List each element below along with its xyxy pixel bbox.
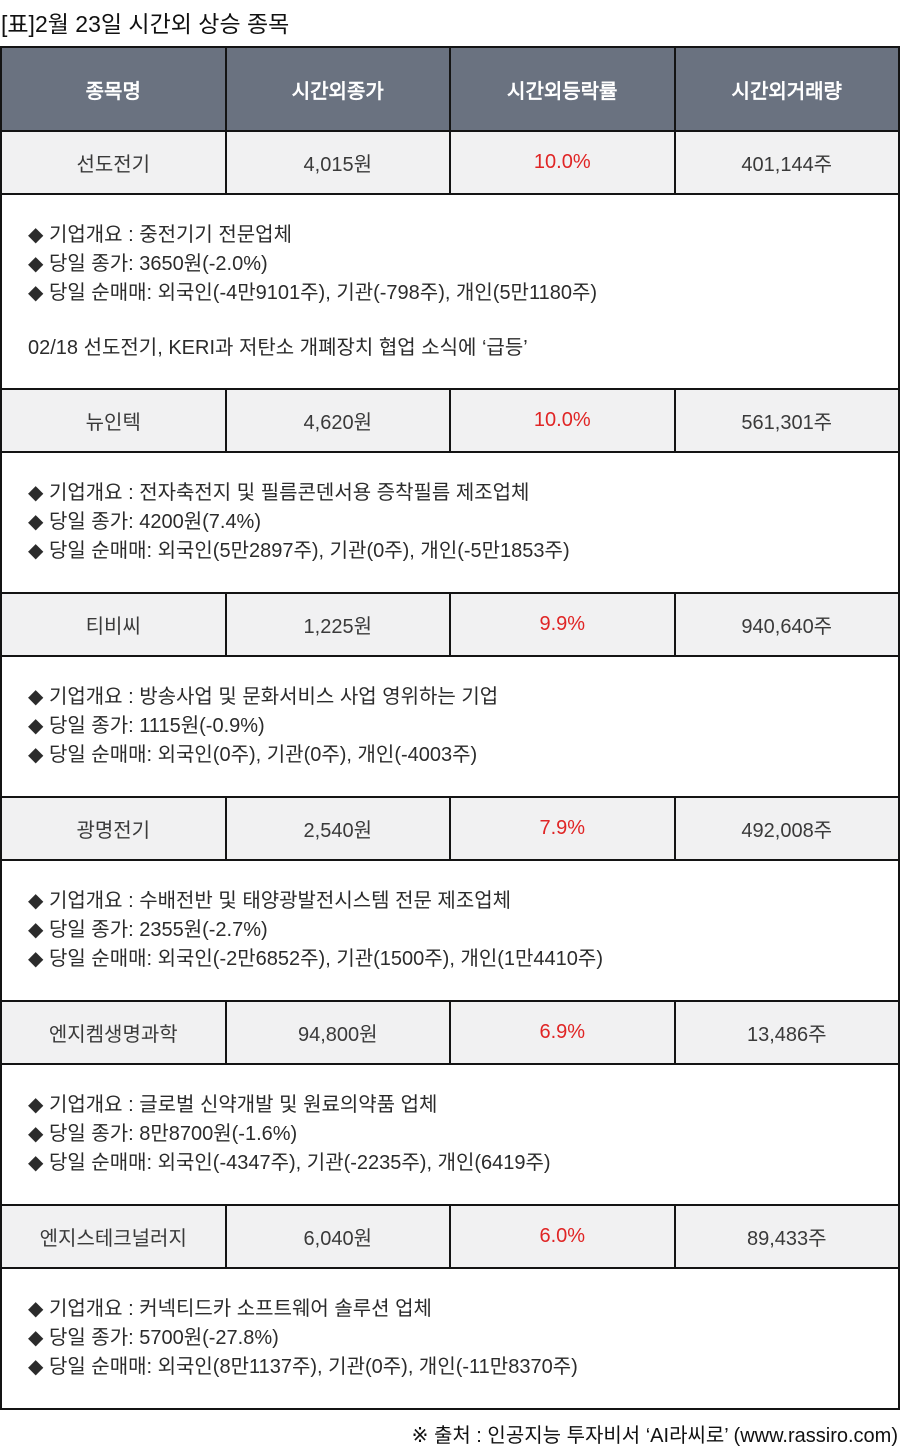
- detail-lines: ◆ 기업개요 : 글로벌 신약개발 및 원료의약품 업체 ◆ 당일 종가: 8만8…: [28, 1091, 874, 1177]
- column-header-afterhours-close: 시간외종가: [224, 46, 451, 132]
- company-detail-line: ◆ 당일 종가: 2355원(-2.7%): [28, 919, 268, 941]
- detail-lines: ◆ 기업개요 : 방송사업 및 문화서비스 사업 영위하는 기업 ◆ 당일 종가:…: [28, 683, 874, 769]
- column-header-afterhours-volume: 시간외거래량: [673, 46, 900, 132]
- stock-price-cell: 4,620원: [224, 388, 451, 453]
- stock-summary-row: 선도전기 4,015원 10.0% 401,144주: [0, 130, 900, 195]
- stock-volume-cell: 561,301주: [673, 388, 900, 453]
- stock-summary-row: 티비씨 1,225원 9.9% 940,640주: [0, 592, 900, 657]
- detail-lines: ◆ 기업개요 : 수배전반 및 태양광발전시스템 전문 제조업체 ◆ 당일 종가:…: [28, 887, 874, 973]
- company-detail-line: ◆ 기업개요 : 커넥티드카 소프트웨어 솔루션 업체: [28, 1298, 432, 1320]
- stock-price-cell: 94,800원: [224, 1000, 451, 1065]
- stock-detail-row: ◆ 기업개요 : 커넥티드카 소프트웨어 솔루션 업체 ◆ 당일 종가: 5700…: [0, 1267, 900, 1410]
- stock-detail-cell: ◆ 기업개요 : 수배전반 및 태양광발전시스템 전문 제조업체 ◆ 당일 종가:…: [0, 859, 900, 1002]
- source-footer: ※ 출처 : 인공지능 투자비서 ‘AI라씨로’ (www.rassiro.co…: [411, 1425, 898, 1447]
- column-header-stock-name: 종목명: [0, 46, 227, 132]
- stock-change-cell: 7.9%: [449, 796, 676, 861]
- stock-change-cell: 9.9%: [449, 592, 676, 657]
- company-detail-line: ◆ 당일 종가: 3650원(-2.0%): [28, 253, 268, 275]
- company-detail-line: ◆ 당일 종가: 4200원(7.4%): [28, 511, 262, 533]
- stock-name-cell: 선도전기: [0, 130, 227, 195]
- stock-detail-row: ◆ 기업개요 : 전자축전지 및 필름콘덴서용 증착필름 제조업체 ◆ 당일 종가…: [0, 451, 900, 594]
- detail-lines: ◆ 기업개요 : 중전기기 전문업체 ◆ 당일 종가: 3650원(-2.0%) ◆…: [28, 221, 874, 362]
- stock-name-cell: 엔지켐생명과학: [0, 1000, 227, 1065]
- stock-change-cell: 6.9%: [449, 1000, 676, 1065]
- page-title: [표]2월 23일 시간외 상승 종목: [1, 11, 290, 37]
- stock-volume-cell: 940,640주: [673, 592, 900, 657]
- stock-table: 종목명 시간외종가 시간외등락률 시간외거래량 선도전기 4,015원 10.0…: [0, 46, 900, 1410]
- stock-detail-cell: ◆ 기업개요 : 커넥티드카 소프트웨어 솔루션 업체 ◆ 당일 종가: 5700…: [0, 1267, 900, 1410]
- company-detail-line: ◆ 당일 순매매: 외국인(-4347주), 기관(-2235주), 개인(64…: [28, 1152, 551, 1174]
- company-detail-line: ◆ 기업개요 : 글로벌 신약개발 및 원료의약품 업체: [28, 1094, 438, 1116]
- stock-name-cell: 뉴인텍: [0, 388, 227, 453]
- stock-volume-cell: 492,008주: [673, 796, 900, 861]
- stock-detail-row: ◆ 기업개요 : 수배전반 및 태양광발전시스템 전문 제조업체 ◆ 당일 종가:…: [0, 859, 900, 1002]
- company-detail-line: ◆ 당일 순매매: 외국인(0주), 기관(0주), 개인(-4003주): [28, 744, 478, 766]
- stock-volume-cell: 401,144주: [673, 130, 900, 195]
- stock-detail-cell: ◆ 기업개요 : 중전기기 전문업체 ◆ 당일 종가: 3650원(-2.0%) ◆…: [0, 193, 900, 390]
- table-header: 종목명 시간외종가 시간외등락률 시간외거래량: [0, 46, 900, 132]
- stock-price-cell: 1,225원: [224, 592, 451, 657]
- stock-name-cell: 티비씨: [0, 592, 227, 657]
- stock-detail-cell: ◆ 기업개요 : 방송사업 및 문화서비스 사업 영위하는 기업 ◆ 당일 종가:…: [0, 655, 900, 798]
- table-body: 선도전기 4,015원 10.0% 401,144주 ◆ 기업개요 : 중전기기…: [0, 130, 900, 1410]
- stock-summary-row: 엔지스테크널러지 6,040원 6.0% 89,433주: [0, 1204, 900, 1269]
- stock-change-cell: 6.0%: [449, 1204, 676, 1269]
- stock-price-cell: 2,540원: [224, 796, 451, 861]
- stock-detail-cell: ◆ 기업개요 : 글로벌 신약개발 및 원료의약품 업체 ◆ 당일 종가: 8만8…: [0, 1063, 900, 1206]
- company-detail-line: ◆ 당일 순매매: 외국인(-4만9101주), 기관(-798주), 개인(5…: [28, 282, 598, 304]
- stock-name-cell: 광명전기: [0, 796, 227, 861]
- stock-name-cell: 엔지스테크널러지: [0, 1204, 227, 1269]
- stock-volume-cell: 89,433주: [673, 1204, 900, 1269]
- stock-detail-row: ◆ 기업개요 : 방송사업 및 문화서비스 사업 영위하는 기업 ◆ 당일 종가:…: [0, 655, 900, 798]
- detail-lines: ◆ 기업개요 : 커넥티드카 소프트웨어 솔루션 업체 ◆ 당일 종가: 5700…: [28, 1295, 874, 1381]
- stock-detail-row: ◆ 기업개요 : 글로벌 신약개발 및 원료의약품 업체 ◆ 당일 종가: 8만8…: [0, 1063, 900, 1206]
- stock-volume-cell: 13,486주: [673, 1000, 900, 1065]
- news-line: 02/18 선도전기, KERI과 저탄소 개폐장치 협업 소식에 ‘급등’: [28, 337, 528, 359]
- company-detail-line: ◆ 기업개요 : 전자축전지 및 필름콘덴서용 증착필름 제조업체: [28, 482, 530, 504]
- company-detail-line: ◆ 당일 순매매: 외국인(8만1137주), 기관(0주), 개인(-11만8…: [28, 1356, 578, 1378]
- stock-detail-row: ◆ 기업개요 : 중전기기 전문업체 ◆ 당일 종가: 3650원(-2.0%) ◆…: [0, 193, 900, 390]
- column-header-afterhours-change: 시간외등락률: [449, 46, 676, 132]
- stock-change-cell: 10.0%: [449, 388, 676, 453]
- company-detail-line: ◆ 당일 순매매: 외국인(-2만6852주), 기관(1500주), 개인(1…: [28, 948, 603, 970]
- stock-price-cell: 6,040원: [224, 1204, 451, 1269]
- stock-summary-row: 엔지켐생명과학 94,800원 6.9% 13,486주: [0, 1000, 900, 1065]
- company-detail-line: ◆ 기업개요 : 중전기기 전문업체: [28, 224, 292, 246]
- stock-detail-cell: ◆ 기업개요 : 전자축전지 및 필름콘덴서용 증착필름 제조업체 ◆ 당일 종가…: [0, 451, 900, 594]
- stock-change-cell: 10.0%: [449, 130, 676, 195]
- stock-summary-row: 광명전기 2,540원 7.9% 492,008주: [0, 796, 900, 861]
- stock-price-cell: 4,015원: [224, 130, 451, 195]
- company-detail-line: ◆ 당일 종가: 5700원(-27.8%): [28, 1327, 279, 1349]
- detail-lines: ◆ 기업개요 : 전자축전지 및 필름콘덴서용 증착필름 제조업체 ◆ 당일 종가…: [28, 479, 874, 565]
- company-detail-line: ◆ 당일 종가: 8만8700원(-1.6%): [28, 1123, 298, 1145]
- company-detail-line: ◆ 기업개요 : 방송사업 및 문화서비스 사업 영위하는 기업: [28, 686, 499, 708]
- company-detail-line: ◆ 당일 종가: 1115원(-0.9%): [28, 715, 265, 737]
- stock-summary-row: 뉴인텍 4,620원 10.0% 561,301주: [0, 388, 900, 453]
- company-detail-line: ◆ 기업개요 : 수배전반 및 태양광발전시스템 전문 제조업체: [28, 890, 512, 912]
- company-detail-line: ◆ 당일 순매매: 외국인(5만2897주), 기관(0주), 개인(-5만18…: [28, 540, 570, 562]
